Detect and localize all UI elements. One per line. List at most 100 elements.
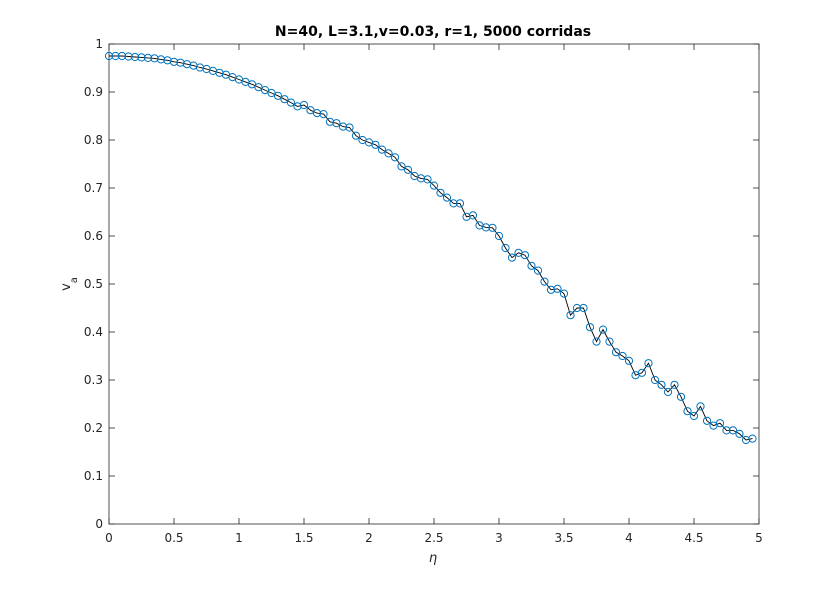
data-point xyxy=(436,188,445,197)
data-point xyxy=(390,153,400,162)
data-point xyxy=(124,52,133,61)
data-point xyxy=(598,325,608,334)
data-point xyxy=(403,165,413,174)
data-point xyxy=(605,337,614,346)
data-point xyxy=(663,387,673,397)
data-point xyxy=(494,231,504,241)
data-point xyxy=(143,53,153,63)
x-tick-label: 4 xyxy=(625,531,633,545)
data-point xyxy=(104,51,114,61)
data-point xyxy=(670,380,679,389)
x-tick-label: 4.5 xyxy=(684,531,703,545)
y-tick-label: 0.9 xyxy=(84,85,103,99)
y-tick-label: 0.2 xyxy=(84,421,103,435)
data-point xyxy=(345,123,354,132)
y-axis-label: va xyxy=(59,277,80,291)
data-point xyxy=(319,110,328,119)
data-point xyxy=(579,303,588,313)
data-point xyxy=(696,402,705,411)
x-tick-label: 3 xyxy=(495,531,503,545)
data-point xyxy=(371,140,380,149)
data-point xyxy=(273,91,283,100)
y-tick-label: 0.4 xyxy=(84,325,103,339)
x-tick-label: 0.5 xyxy=(164,531,183,545)
data-point xyxy=(566,311,575,320)
data-point xyxy=(455,199,465,208)
data-point xyxy=(507,253,517,262)
data-point xyxy=(657,380,666,389)
data-point xyxy=(468,211,478,220)
data-point xyxy=(449,199,458,208)
data-point xyxy=(247,80,257,89)
y-tick-label: 1 xyxy=(95,37,103,51)
data-point xyxy=(650,375,660,385)
data-point xyxy=(397,162,406,171)
axes: 0 0.5 1 1.5 2 2.5 3 3.5 4 4.5 5 0 0.1 0.2 0.3 0.4 0.5 0.6… xyxy=(84,37,763,545)
x-tick-label: 0 xyxy=(105,531,113,545)
data-point xyxy=(618,351,627,361)
y-tick-label: 0.8 xyxy=(84,133,103,147)
data-point xyxy=(377,145,387,154)
data-point xyxy=(111,51,120,61)
y-tick-label: 0.6 xyxy=(84,229,103,243)
data-point xyxy=(286,98,296,107)
data-point xyxy=(585,323,595,332)
data-point xyxy=(728,426,738,435)
data-point xyxy=(722,426,731,435)
data-point xyxy=(299,100,309,110)
data-point xyxy=(624,356,634,365)
data-point xyxy=(280,95,289,104)
data-point xyxy=(137,53,146,62)
data-point xyxy=(689,411,699,421)
y-tick-label: 0 xyxy=(95,517,103,531)
data-point xyxy=(130,52,140,62)
data-point xyxy=(520,251,530,260)
data-point xyxy=(644,359,653,368)
x-axis-label: η xyxy=(429,551,437,566)
data-point xyxy=(533,266,543,275)
data-point xyxy=(611,348,621,357)
data-point xyxy=(676,392,686,401)
data-point xyxy=(637,368,647,377)
data-point xyxy=(150,54,159,63)
data-point xyxy=(442,193,452,202)
data-point xyxy=(481,223,491,232)
x-tick-label: 2.5 xyxy=(424,531,443,545)
data-point xyxy=(501,243,510,253)
data-point xyxy=(254,83,263,92)
data-point xyxy=(546,285,556,294)
x-tick-label: 5 xyxy=(755,531,763,545)
data-point xyxy=(527,261,536,270)
y-tick-label: 0.3 xyxy=(84,373,103,387)
data-point xyxy=(416,174,426,183)
data-point xyxy=(488,223,497,232)
data-point xyxy=(332,119,341,128)
x-tick-label: 2 xyxy=(365,531,373,545)
data-point xyxy=(540,277,549,286)
data-point xyxy=(683,407,692,416)
data-point xyxy=(735,429,744,438)
x-tick-label: 1.5 xyxy=(294,531,313,545)
data-point xyxy=(338,122,348,131)
data-point xyxy=(559,289,569,298)
data-point xyxy=(117,51,127,61)
data-point xyxy=(429,181,439,190)
x-tick-label: 1 xyxy=(235,531,243,545)
data-point xyxy=(423,175,432,184)
data-point xyxy=(312,109,322,118)
data-point xyxy=(169,57,179,66)
svg-text:va: va xyxy=(59,277,80,291)
y-tick-label: 0.5 xyxy=(84,277,103,291)
data-point xyxy=(702,416,712,425)
data-point xyxy=(156,55,166,64)
data-point xyxy=(351,131,361,140)
y-tick-label: 0.7 xyxy=(84,181,103,195)
series-markers-group xyxy=(104,51,757,445)
data-point xyxy=(748,434,757,443)
data-point xyxy=(306,106,315,115)
data-point xyxy=(553,284,562,293)
data-point xyxy=(572,303,582,313)
chart-title: N=40, L=3.1,v=0.03, r=1, 5000 corridas xyxy=(275,24,591,40)
